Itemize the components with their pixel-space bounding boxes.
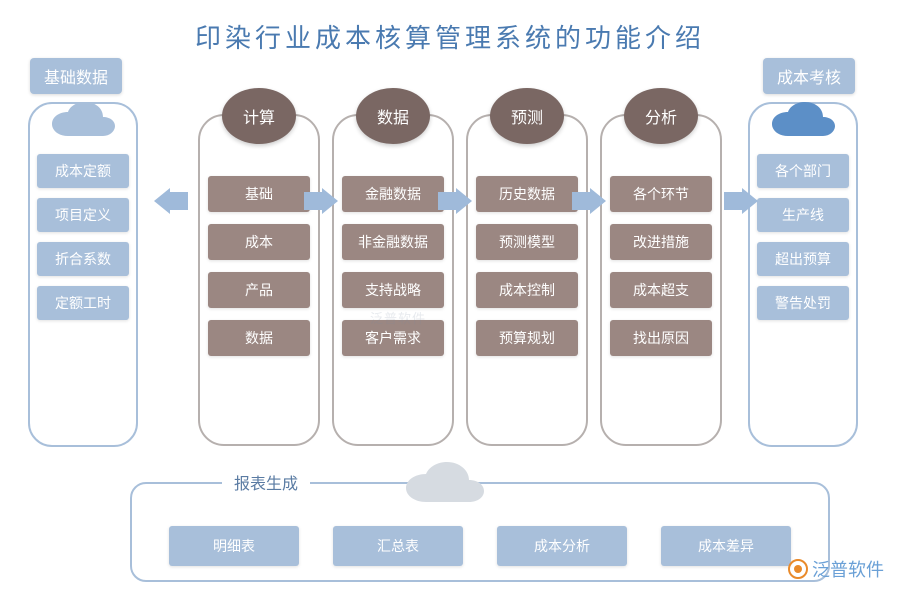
list-item: 产品	[208, 272, 310, 308]
arrow-left-icon	[154, 188, 184, 212]
right-panel: 各个部门 生产线 超出预算 警告处罚	[748, 102, 858, 447]
list-item: 成本定额	[37, 154, 129, 188]
list-item: 各个环节	[610, 176, 712, 212]
list-item: 数据	[208, 320, 310, 356]
watermark: 泛普软件	[788, 556, 884, 582]
list-item: 预测模型	[476, 224, 578, 260]
column-head: 分析	[624, 88, 698, 144]
list-item: 成本超支	[610, 272, 712, 308]
arrow-right-icon	[572, 188, 602, 212]
arrow-right-icon	[724, 188, 754, 212]
arrow-right-icon	[304, 188, 334, 212]
list-item: 汇总表	[333, 526, 463, 566]
list-item: 各个部门	[757, 154, 849, 188]
list-item: 成本控制	[476, 272, 578, 308]
mid-column-data: 数据 金融数据 非金融数据 支持战略 客户需求	[332, 114, 454, 446]
bottom-panel: 报表生成 明细表 汇总表 成本分析 成本差异	[130, 482, 830, 582]
column-head: 计算	[222, 88, 296, 144]
faint-watermark: 泛普软件	[370, 308, 426, 327]
header-tab-right: 成本考核	[763, 58, 855, 94]
list-item: 项目定义	[37, 198, 129, 232]
list-item: 警告处罚	[757, 286, 849, 320]
page-title: 印染行业成本核算管理系统的功能介绍	[0, 0, 900, 55]
list-item: 预算规划	[476, 320, 578, 356]
list-item: 非金融数据	[342, 224, 444, 260]
list-item: 折合系数	[37, 242, 129, 276]
column-head: 预测	[490, 88, 564, 144]
column-head: 数据	[356, 88, 430, 144]
list-item: 基础	[208, 176, 310, 212]
watermark-text: 泛普软件	[812, 556, 884, 582]
list-item: 超出预算	[757, 242, 849, 276]
list-item: 成本分析	[497, 526, 627, 566]
list-item: 支持战略	[342, 272, 444, 308]
list-item: 明细表	[169, 526, 299, 566]
left-panel: 成本定额 项目定义 折合系数 定额工时	[28, 102, 138, 447]
list-item: 找出原因	[610, 320, 712, 356]
list-item: 历史数据	[476, 176, 578, 212]
mid-column-calc: 计算 基础 成本 产品 数据	[198, 114, 320, 446]
cloud-icon	[768, 102, 838, 146]
cloud-icon	[48, 102, 118, 146]
bottom-title: 报表生成	[222, 470, 310, 494]
list-item: 定额工时	[37, 286, 129, 320]
list-item: 成本	[208, 224, 310, 260]
list-item: 生产线	[757, 198, 849, 232]
cloud-icon	[402, 462, 488, 510]
list-item: 成本差异	[661, 526, 791, 566]
mid-column-forecast: 预测 历史数据 预测模型 成本控制 预算规划	[466, 114, 588, 446]
header-tab-left: 基础数据	[30, 58, 122, 94]
list-item: 金融数据	[342, 176, 444, 212]
logo-icon	[788, 559, 808, 579]
mid-column-analysis: 分析 各个环节 改进措施 成本超支 找出原因	[600, 114, 722, 446]
list-item: 改进措施	[610, 224, 712, 260]
arrow-right-icon	[438, 188, 468, 212]
